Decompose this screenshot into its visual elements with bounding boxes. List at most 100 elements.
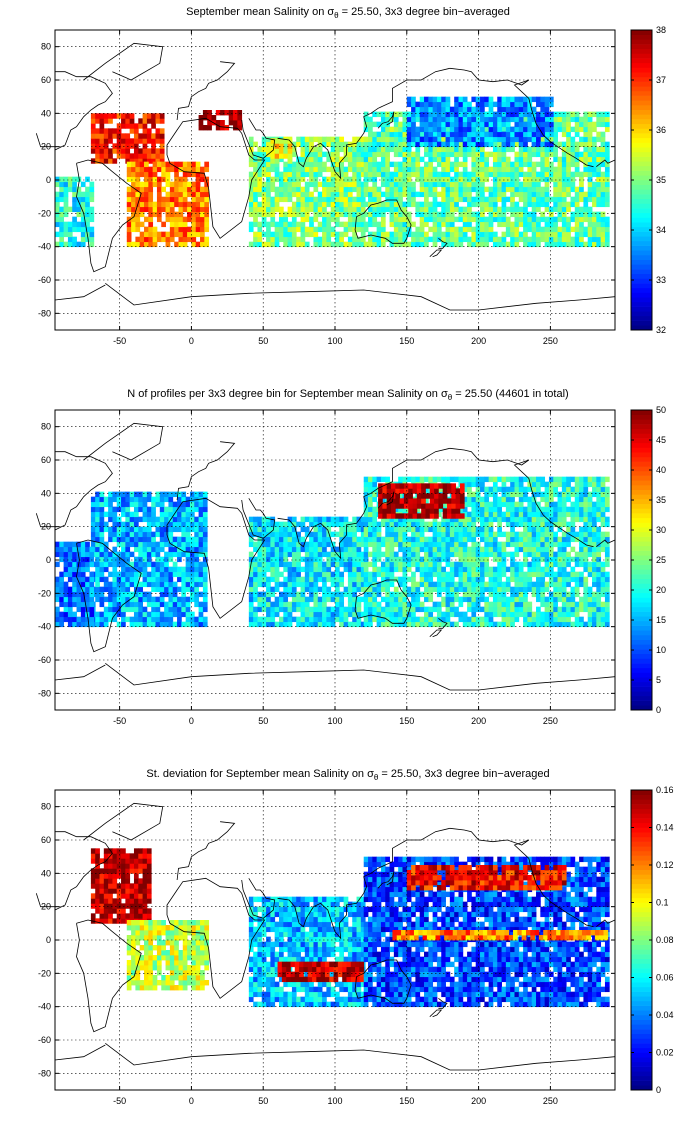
data-cell <box>393 161 399 168</box>
data-cell <box>363 531 369 538</box>
data-cell <box>579 186 584 193</box>
data-cell <box>194 596 199 603</box>
data-cell <box>313 596 319 603</box>
data-cell <box>492 586 498 593</box>
data-cell <box>523 191 528 198</box>
data-cell <box>181 591 187 598</box>
data-cell <box>95 491 100 498</box>
data-cell <box>583 136 589 143</box>
data-cell <box>159 571 165 578</box>
colorbar-step <box>631 44 652 50</box>
data-cell <box>488 211 494 218</box>
data-cell <box>178 206 184 213</box>
data-cell <box>125 501 131 508</box>
data-cell <box>406 131 412 138</box>
data-cell <box>257 171 263 178</box>
data-cell <box>233 125 238 131</box>
data-cell <box>570 111 576 118</box>
data-cell <box>389 186 395 193</box>
data-cell <box>363 491 369 498</box>
data-cell <box>253 216 258 223</box>
data-cell <box>587 226 593 233</box>
data-cell <box>471 121 477 128</box>
data-cell <box>385 476 390 483</box>
data-cell <box>139 221 145 228</box>
data-cell <box>518 186 524 193</box>
y-tick-label: -60 <box>38 275 51 285</box>
data-cell <box>309 551 314 558</box>
data-cell <box>322 176 327 183</box>
colorbar-step <box>631 217 652 223</box>
data-cell <box>95 531 100 538</box>
data-cell <box>488 171 494 178</box>
y-tick-label: 20 <box>41 142 51 152</box>
data-cell <box>164 566 169 573</box>
data-cell <box>90 536 96 543</box>
data-cell <box>363 156 369 163</box>
data-cell <box>441 616 446 623</box>
data-cell <box>187 171 192 178</box>
data-cell <box>467 516 472 523</box>
data-cell <box>445 186 451 193</box>
data-cell <box>436 156 442 163</box>
data-cell <box>155 133 161 139</box>
data-cell <box>159 531 165 538</box>
data-cell <box>360 141 366 148</box>
data-cell <box>174 181 179 188</box>
data-cell <box>112 561 118 568</box>
data-cell <box>415 171 421 178</box>
data-cell <box>363 181 369 188</box>
data-cell <box>138 148 143 154</box>
data-cell <box>194 616 199 623</box>
data-cell <box>161 201 166 208</box>
data-cell <box>449 211 455 218</box>
data-cell <box>261 161 267 168</box>
data-cell <box>510 176 515 183</box>
data-cell <box>471 481 477 488</box>
data-cell <box>505 226 511 233</box>
data-cell <box>352 541 357 548</box>
data-cell <box>155 556 161 563</box>
data-cell <box>497 141 502 148</box>
data-cell <box>501 561 507 568</box>
data-cell <box>372 506 378 513</box>
data-cell <box>531 126 537 133</box>
data-cell <box>194 536 199 543</box>
data-cell <box>424 521 429 528</box>
data-cell <box>202 616 208 623</box>
data-cell <box>151 586 156 593</box>
data-cell <box>67 231 73 238</box>
data-cell <box>211 115 217 121</box>
data-cell <box>198 516 204 523</box>
data-cell <box>125 601 131 608</box>
data-cell <box>471 96 477 103</box>
data-cell <box>116 148 122 154</box>
data-cell <box>125 511 131 518</box>
data-cell <box>191 181 197 188</box>
data-cell <box>566 161 571 168</box>
data-cell <box>356 556 362 563</box>
data-cell <box>198 506 204 513</box>
data-cell <box>510 551 515 558</box>
data-cell <box>304 581 310 588</box>
data-cell <box>441 551 446 558</box>
data-cell <box>55 211 60 218</box>
data-cell <box>380 226 386 233</box>
data-cell <box>108 516 113 523</box>
data-cell <box>527 96 533 103</box>
data-cell <box>376 551 382 558</box>
data-cell <box>330 226 336 233</box>
data-cell <box>291 521 297 528</box>
data-cell <box>561 116 567 123</box>
data-cell <box>484 511 490 518</box>
data-cell <box>376 151 382 158</box>
data-cell <box>363 516 369 523</box>
data-cell <box>168 541 174 548</box>
data-cell <box>514 176 520 183</box>
data-cell <box>505 596 511 603</box>
data-cell <box>411 151 416 158</box>
data-cell <box>261 601 267 608</box>
data-cell <box>360 211 366 218</box>
data-cell <box>458 596 464 603</box>
data-cell <box>133 158 139 164</box>
